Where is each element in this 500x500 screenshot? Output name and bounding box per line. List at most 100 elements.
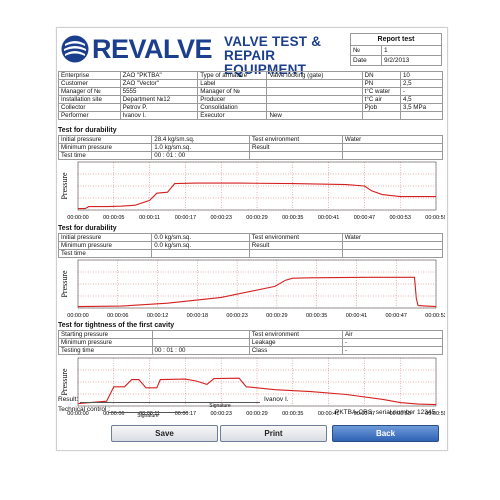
- x-tick-label: 00:00:41: [318, 411, 339, 417]
- x-tick-label: 00:00:47: [386, 313, 407, 319]
- info-field-label: Installation site: [58, 95, 121, 104]
- param-value: -: [342, 338, 443, 347]
- info-field-label: Consolidation: [197, 103, 268, 112]
- x-tick-label: 00:00:41: [346, 313, 367, 319]
- param-value: -: [342, 346, 443, 355]
- info-field-label: [361, 111, 401, 120]
- info-field-value: ZAO "PKTBA": [119, 71, 199, 80]
- info-field-label: DN: [361, 71, 401, 80]
- plot-frame: [77, 357, 437, 407]
- y-axis-label: Pressure: [60, 270, 69, 298]
- info-field-value: ZAO "Vector": [119, 79, 199, 88]
- param-label: Test environment: [248, 233, 343, 242]
- info-field-value: 3,5 MPa: [399, 103, 444, 112]
- info-field-label: Manager of №: [58, 87, 121, 96]
- result-label: Result:: [58, 396, 79, 403]
- serial-number: PKTBA-CRS, serial number 12345: [335, 409, 436, 416]
- param-label: Leakage: [248, 338, 344, 347]
- param-row: Minimum pressure 0.0 kg/sm.sq. Result: [57, 241, 444, 250]
- x-tick-label: 00:00:47: [354, 215, 375, 221]
- param-row: Testing time 00 : 01 : 00 Class -: [58, 346, 443, 355]
- param-label: Result: [248, 143, 343, 152]
- param-row: Initial pressure 28.4 kg/sm.sq. Test envir…: [57, 135, 444, 144]
- info-field-label: Performer: [58, 111, 121, 120]
- info-field-label: Manager of №: [197, 87, 268, 96]
- param-label: Test time: [57, 151, 153, 160]
- info-field-label: Type of armature: [197, 71, 268, 80]
- param-label: [248, 249, 343, 258]
- info-field-value: [266, 87, 363, 96]
- x-tick-label: 00:00:35: [282, 215, 303, 221]
- pressure-chart: Pressure 00:00:00 00:00:06 00:00:11 00:00:17…: [60, 356, 445, 418]
- info-row: Installation site Department №12 Producer t…: [58, 95, 444, 104]
- param-row: Minimum pressure Leakage -: [58, 338, 443, 347]
- print-button[interactable]: Print: [220, 425, 327, 442]
- info-field-value: Ivanov I.: [119, 111, 199, 120]
- x-tick-label: 00:00:06: [107, 313, 128, 319]
- x-tick-label: 00:00:29: [246, 215, 267, 221]
- info-field-label: Pjob: [361, 103, 401, 112]
- save-button[interactable]: Save: [111, 425, 218, 442]
- tech-signature-line: [108, 412, 188, 413]
- x-tick-label: 00:00:00: [67, 313, 88, 319]
- info-field-value: 2,5: [399, 79, 444, 88]
- info-field-label: PN: [361, 79, 401, 88]
- performer-name: Ivanov I.: [264, 396, 289, 403]
- x-tick-label: 00:00:11: [139, 411, 160, 417]
- x-tick-label: 00:00:12: [147, 313, 168, 319]
- param-label: Test time: [57, 249, 153, 258]
- param-value: [341, 249, 444, 258]
- report-info-box: Report test № 1 Date 9/2/2013: [350, 33, 442, 66]
- x-tick-label: 00:00:59: [425, 411, 445, 417]
- param-value: Air: [342, 330, 443, 339]
- info-row: Manager of № 5555 Manager of № t°C water -: [58, 87, 444, 96]
- param-row: Test time: [57, 249, 444, 258]
- signature-caption: Signature: [209, 403, 231, 409]
- param-value: [341, 143, 444, 152]
- info-field-value: 5555: [119, 87, 199, 96]
- param-row: Test time 00 : 01 : 00: [57, 151, 444, 160]
- plot-frame: [77, 259, 437, 309]
- param-label: Starting pressure: [58, 330, 153, 339]
- param-value: 00 : 01 : 00: [151, 151, 250, 160]
- info-field-value: -: [399, 87, 444, 96]
- info-field-value: Petrov P.: [119, 103, 199, 112]
- info-field-value: [266, 79, 363, 88]
- info-field-label: Collector: [58, 103, 121, 112]
- pressure-chart: Pressure 00:00:00 00:00:05 00:00:11 00:00:17…: [60, 160, 445, 222]
- x-tick-label: 00:00:53: [425, 313, 445, 319]
- x-tick-label: 00:00:35: [282, 411, 303, 417]
- info-row: Enterprise ZAO "PKTBA" Type of armature Val…: [58, 71, 444, 80]
- pressure-series-line: [77, 377, 437, 406]
- param-value: 1.0 kg/sm.sq.: [151, 143, 250, 152]
- param-value: Water: [341, 233, 444, 242]
- x-tick-label: 00:00:29: [266, 313, 287, 319]
- result-line: [80, 402, 260, 403]
- x-tick-label: 00:00:00: [67, 215, 88, 221]
- info-field-value: New: [266, 111, 363, 120]
- param-value: 0.0 kg/sm.sq.: [151, 233, 250, 242]
- x-tick-label: 00:00:11: [139, 215, 160, 221]
- param-label: Initial pressure: [57, 135, 153, 144]
- pressure-series-line: [77, 276, 437, 308]
- back-button[interactable]: Back: [332, 425, 439, 442]
- info-field-label: Executor: [197, 111, 268, 120]
- report-number: 1: [381, 45, 442, 56]
- param-row: Minimum pressure 1.0 kg/sm.sq. Result: [57, 143, 444, 152]
- info-field-label: Customer: [58, 79, 121, 88]
- param-value: [151, 338, 250, 347]
- x-tick-label: 00:00:23: [226, 313, 247, 319]
- info-field-value: Department №12: [119, 95, 199, 104]
- pressure-chart: Pressure 00:00:00 00:00:06 00:00:12 00:00:18…: [60, 258, 445, 320]
- x-tick-label: 00:00:53: [389, 411, 410, 417]
- x-tick-label: 00:00:29: [246, 411, 267, 417]
- info-field-value: [399, 111, 444, 120]
- param-label: Testing time: [58, 346, 153, 355]
- info-field-value: [266, 103, 363, 112]
- info-field-value: Valve locking (gate): [266, 71, 363, 80]
- info-field-value: 4,5: [399, 95, 444, 104]
- section-params-table: Initial pressure 28.4 kg/sm.sq. Test envir…: [57, 135, 444, 160]
- param-value: [341, 151, 444, 160]
- plot-frame: [77, 161, 437, 211]
- info-field-label: Label: [197, 79, 268, 88]
